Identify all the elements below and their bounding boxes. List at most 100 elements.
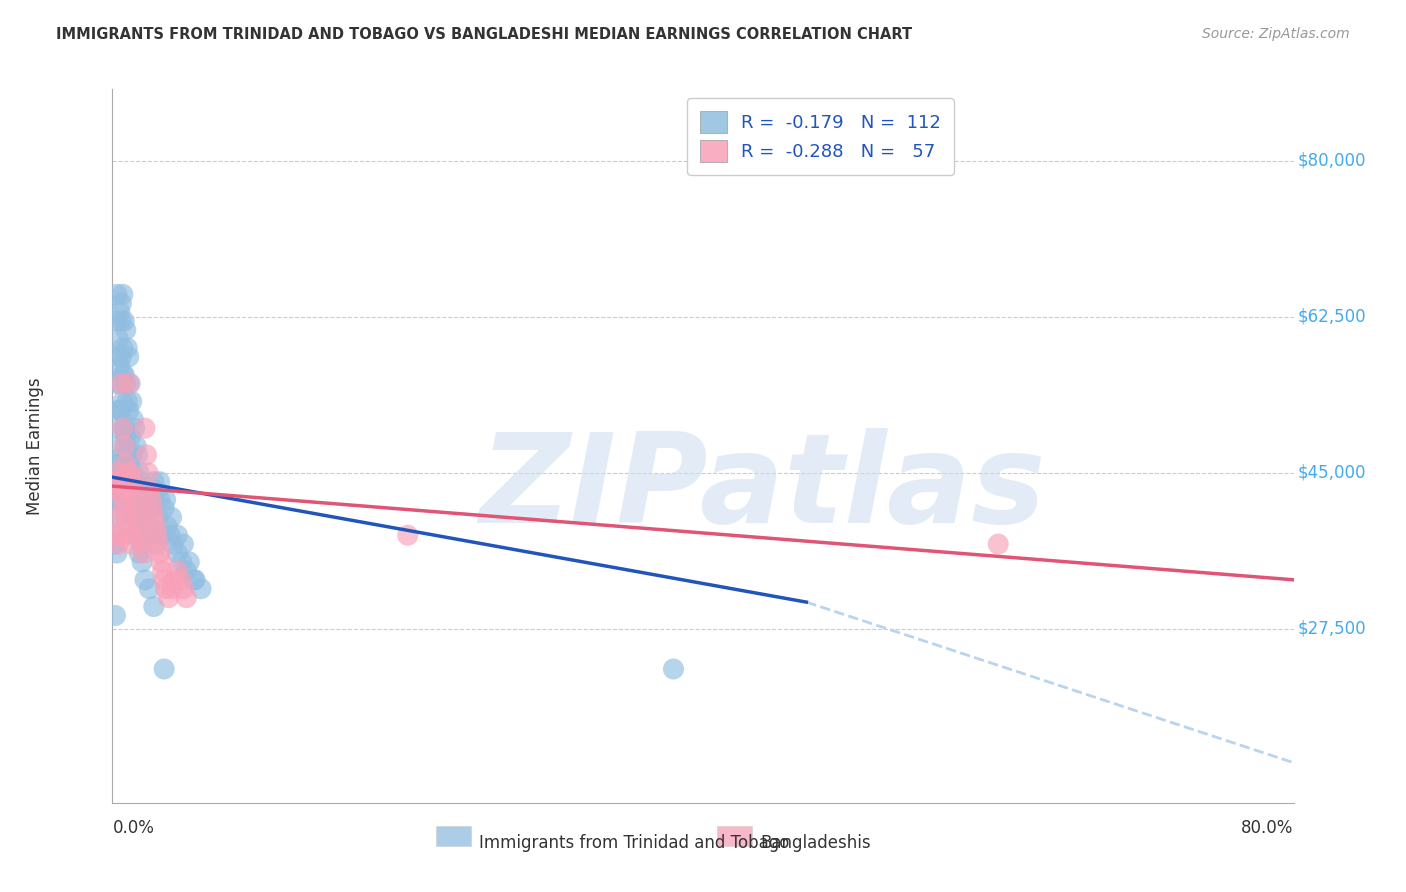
Point — [141, 501, 163, 516]
Point — [103, 475, 125, 489]
Point — [120, 528, 142, 542]
Point — [107, 537, 129, 551]
Point — [120, 483, 142, 498]
Point — [110, 457, 132, 471]
Point — [142, 510, 165, 524]
Point — [108, 376, 131, 391]
Point — [111, 287, 134, 301]
Point — [157, 591, 180, 605]
Point — [112, 501, 135, 516]
Point — [120, 492, 142, 507]
Point — [120, 430, 142, 444]
Text: $27,500: $27,500 — [1298, 620, 1367, 638]
Point — [117, 475, 138, 489]
Point — [125, 501, 148, 516]
Point — [125, 439, 148, 453]
Point — [138, 483, 160, 498]
Point — [987, 537, 1010, 551]
Point — [134, 421, 156, 435]
Legend: R =  -0.179   N =  112, R =  -0.288   N =   57: R = -0.179 N = 112, R = -0.288 N = 57 — [688, 98, 953, 175]
Point — [118, 403, 141, 417]
Point — [105, 475, 128, 489]
Text: Bangladeshis: Bangladeshis — [761, 834, 872, 852]
Point — [114, 510, 136, 524]
Point — [108, 305, 131, 319]
Point — [108, 403, 131, 417]
Point — [107, 403, 129, 417]
Text: $62,500: $62,500 — [1298, 308, 1367, 326]
Point — [104, 608, 127, 623]
Point — [105, 492, 128, 507]
Point — [104, 510, 127, 524]
Point — [170, 555, 193, 569]
Point — [124, 492, 146, 507]
Point — [139, 492, 162, 507]
Point — [143, 519, 166, 533]
Point — [160, 582, 183, 596]
Point — [114, 457, 136, 471]
Point — [396, 528, 419, 542]
Point — [121, 394, 143, 409]
Text: Median Earnings: Median Earnings — [27, 377, 44, 515]
Point — [128, 546, 150, 560]
Point — [114, 323, 136, 337]
Point — [112, 439, 135, 453]
Point — [149, 492, 172, 507]
Point — [138, 582, 160, 596]
Text: $45,000: $45,000 — [1298, 464, 1367, 482]
Point — [107, 483, 129, 498]
Point — [108, 421, 131, 435]
Text: $80,000: $80,000 — [1298, 152, 1367, 169]
Point — [111, 341, 134, 355]
Point — [662, 662, 685, 676]
Point — [172, 582, 194, 596]
Point — [124, 528, 146, 542]
Point — [117, 341, 138, 355]
Point — [166, 528, 188, 542]
Point — [131, 537, 153, 551]
Point — [107, 350, 129, 364]
Point — [131, 537, 153, 551]
Point — [105, 376, 128, 391]
Point — [117, 448, 138, 462]
Point — [138, 492, 160, 507]
Point — [163, 573, 186, 587]
Point — [128, 466, 150, 480]
Text: 0.0%: 0.0% — [112, 819, 155, 837]
Point — [112, 421, 135, 435]
Point — [124, 475, 146, 489]
Point — [122, 466, 145, 480]
Point — [110, 403, 132, 417]
Point — [146, 483, 169, 498]
Point — [104, 492, 127, 507]
Text: Source: ZipAtlas.com: Source: ZipAtlas.com — [1202, 27, 1350, 41]
Point — [129, 475, 152, 489]
Point — [150, 528, 173, 542]
Point — [108, 359, 131, 373]
Point — [121, 475, 143, 489]
Point — [128, 519, 150, 533]
Point — [134, 501, 156, 516]
Point — [146, 528, 169, 542]
Point — [162, 537, 184, 551]
Point — [127, 501, 149, 516]
Text: Immigrants from Trinidad and Tobago: Immigrants from Trinidad and Tobago — [479, 834, 790, 852]
Point — [143, 537, 166, 551]
Point — [183, 573, 205, 587]
Point — [114, 376, 136, 391]
Point — [134, 573, 156, 587]
Point — [174, 591, 197, 605]
Point — [122, 412, 145, 426]
Point — [141, 501, 163, 516]
Point — [108, 475, 131, 489]
Point — [118, 483, 141, 498]
Point — [149, 546, 172, 560]
Point — [150, 555, 173, 569]
Point — [174, 564, 197, 578]
Point — [132, 546, 155, 560]
Text: ZIPatlas: ZIPatlas — [479, 428, 1045, 549]
Point — [108, 475, 131, 489]
Point — [132, 492, 155, 507]
Point — [166, 564, 188, 578]
Point — [110, 483, 132, 498]
